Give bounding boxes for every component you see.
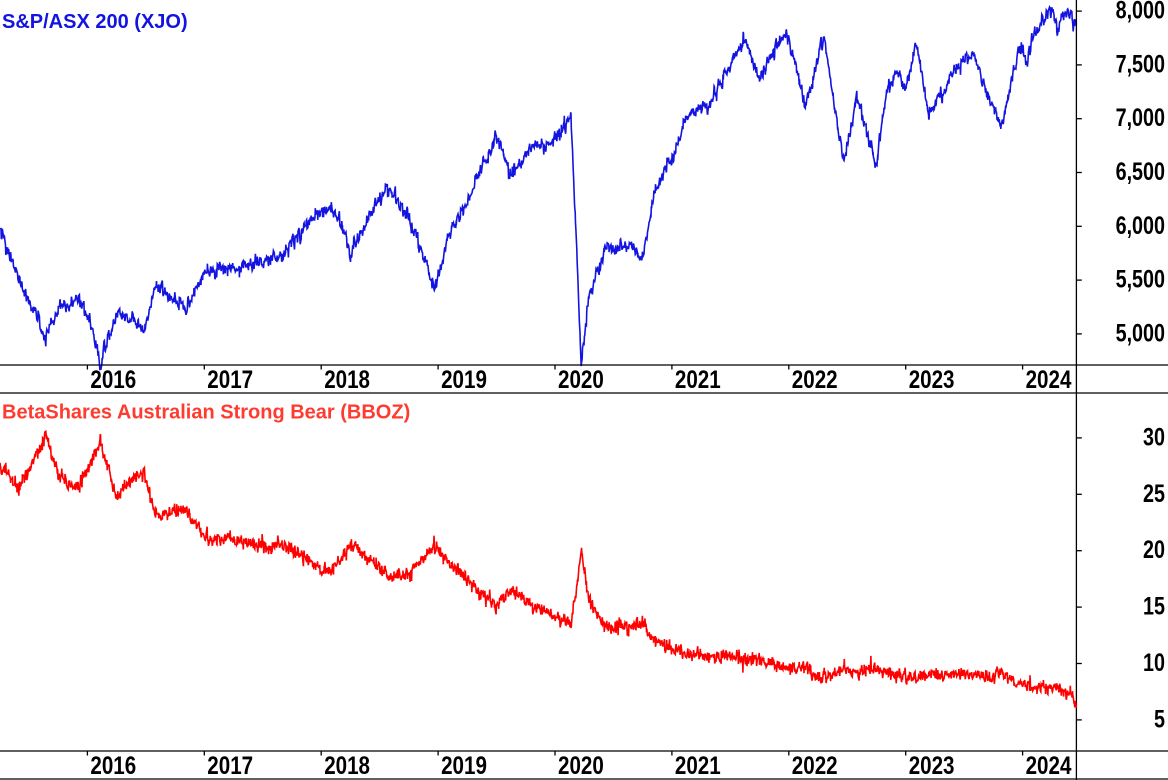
svg-text:5,500: 5,500 bbox=[1116, 265, 1165, 293]
svg-text:2019: 2019 bbox=[441, 751, 487, 779]
svg-text:2018: 2018 bbox=[324, 365, 370, 393]
svg-text:2020: 2020 bbox=[558, 751, 604, 779]
svg-text:2018: 2018 bbox=[324, 751, 370, 779]
svg-text:2016: 2016 bbox=[90, 751, 136, 779]
svg-text:15: 15 bbox=[1143, 592, 1165, 620]
svg-text:S&P/ASX 200 (XJO): S&P/ASX 200 (XJO) bbox=[2, 11, 188, 33]
svg-text:2024: 2024 bbox=[1026, 751, 1072, 779]
svg-text:25: 25 bbox=[1143, 480, 1165, 508]
svg-text:2023: 2023 bbox=[909, 365, 955, 393]
svg-text:2023: 2023 bbox=[909, 751, 955, 779]
svg-text:2017: 2017 bbox=[207, 751, 253, 779]
svg-text:7,500: 7,500 bbox=[1116, 50, 1165, 78]
svg-text:2020: 2020 bbox=[558, 365, 604, 393]
svg-text:10: 10 bbox=[1143, 649, 1165, 677]
svg-text:2021: 2021 bbox=[675, 751, 721, 779]
svg-text:5,000: 5,000 bbox=[1116, 319, 1165, 347]
svg-text:2022: 2022 bbox=[792, 365, 838, 393]
svg-text:2022: 2022 bbox=[792, 751, 838, 779]
svg-text:2021: 2021 bbox=[675, 365, 721, 393]
svg-text:2024: 2024 bbox=[1026, 365, 1072, 393]
svg-text:7,000: 7,000 bbox=[1116, 104, 1165, 132]
svg-text:30: 30 bbox=[1143, 423, 1165, 451]
svg-text:8,000: 8,000 bbox=[1116, 0, 1165, 24]
svg-text:2019: 2019 bbox=[441, 365, 487, 393]
svg-text:6,000: 6,000 bbox=[1116, 212, 1165, 240]
svg-text:2016: 2016 bbox=[90, 365, 136, 393]
svg-text:2017: 2017 bbox=[207, 365, 253, 393]
svg-text:20: 20 bbox=[1143, 536, 1165, 564]
svg-text:6,500: 6,500 bbox=[1116, 158, 1165, 186]
svg-text:5: 5 bbox=[1154, 705, 1165, 733]
svg-text:BetaShares Australian Strong B: BetaShares Australian Strong Bear (BBOZ) bbox=[2, 402, 410, 424]
